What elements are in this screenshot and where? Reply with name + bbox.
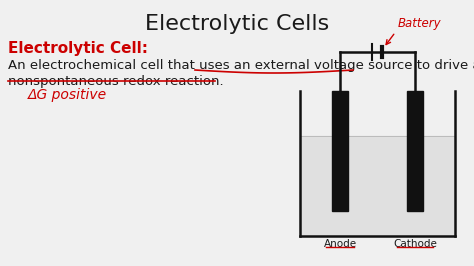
Text: An electrochemical cell that uses an external voltage source to drive a: An electrochemical cell that uses an ext… — [8, 59, 474, 72]
Text: nonspontaneous redox reaction.: nonspontaneous redox reaction. — [8, 75, 224, 88]
Text: Electrolytic Cell:: Electrolytic Cell: — [8, 41, 148, 56]
Text: Electrolytic Cells: Electrolytic Cells — [145, 14, 329, 34]
Bar — [332, 91, 348, 211]
Text: ΔG positive: ΔG positive — [28, 88, 107, 102]
Text: Cathode: Cathode — [393, 239, 437, 249]
Text: Anode: Anode — [323, 239, 356, 249]
Text: Battery: Battery — [398, 17, 441, 30]
Bar — [407, 91, 423, 211]
Bar — [300, 136, 455, 236]
